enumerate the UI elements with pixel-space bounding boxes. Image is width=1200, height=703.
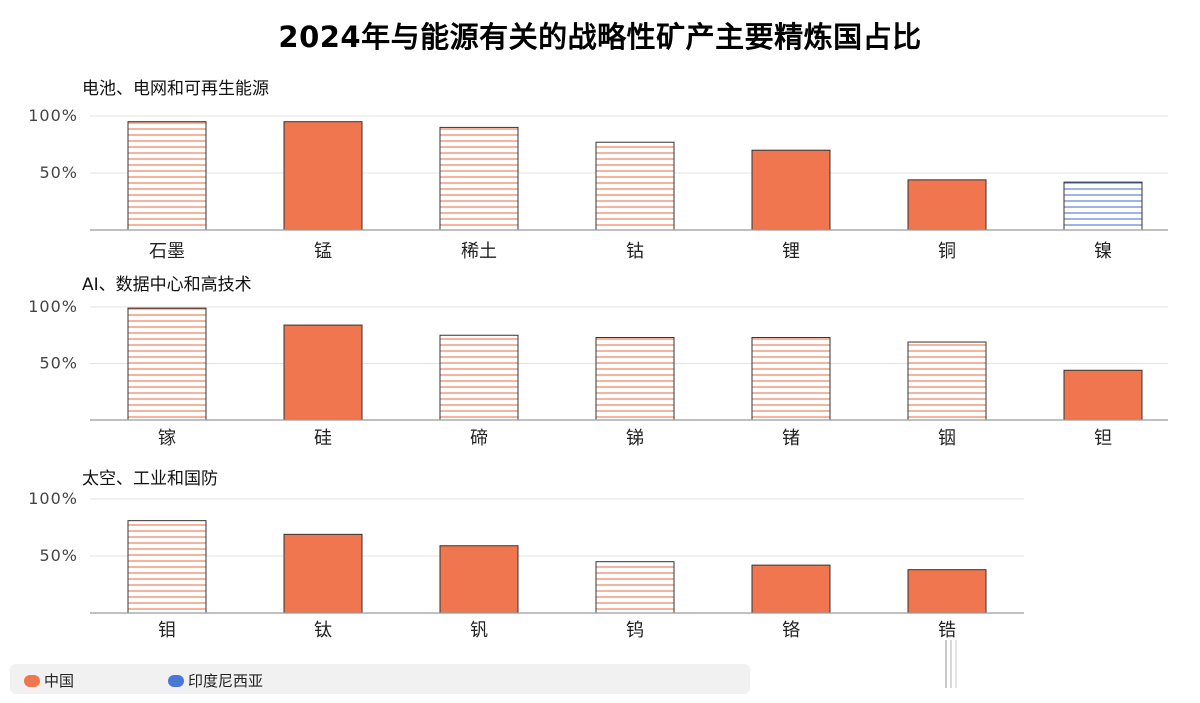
x-tick-label: 镍 <box>1094 241 1112 262</box>
bar <box>439 545 519 614</box>
bar <box>127 520 207 614</box>
bar <box>595 337 675 421</box>
y-tick-label: 100% <box>28 297 78 316</box>
bar <box>595 561 675 614</box>
x-tick-label: 稀土 <box>461 241 497 262</box>
bar <box>751 337 831 421</box>
y-tick-label: 100% <box>28 106 78 125</box>
bar <box>595 141 675 231</box>
y-tick-label: 50% <box>39 354 78 373</box>
x-tick-label: 钽 <box>1094 428 1112 449</box>
bar <box>907 341 987 421</box>
x-tick-label: 石墨 <box>149 241 185 262</box>
y-tick-label: 50% <box>39 163 78 182</box>
legend-label-indonesia: 印度尼西亚 <box>188 672 264 690</box>
legend-swatch-indonesia <box>168 674 184 687</box>
y-tick-label: 100% <box>28 489 78 508</box>
x-tick-label: 钛 <box>314 620 332 641</box>
x-tick-label: 铟 <box>938 428 956 449</box>
bar <box>283 533 363 614</box>
bar <box>907 569 987 614</box>
x-tick-label: 锗 <box>782 428 800 449</box>
bar <box>283 324 363 421</box>
panel-title: 电池、电网和可再生能源 <box>82 79 269 99</box>
corner-marker-icon <box>944 638 958 690</box>
x-tick-label: 锑 <box>626 428 644 449</box>
bar <box>1063 369 1143 421</box>
x-tick-label: 硅 <box>314 428 332 449</box>
x-tick-label: 钼 <box>158 620 176 641</box>
bar <box>751 564 831 614</box>
chart-panel-1: 电池、电网和可再生能源 50% 100% 石墨 锰 稀土 钴 锂 铜 镍 <box>28 79 1168 262</box>
bar <box>439 126 519 231</box>
x-tick-label: 铬 <box>782 620 800 641</box>
bar <box>751 149 831 231</box>
legend-label-china: 中国 <box>44 672 75 690</box>
legend-item-china: 中国 <box>24 670 74 691</box>
bar <box>1063 181 1143 231</box>
legend: 中国 印度尼西亚 <box>10 664 750 694</box>
y-tick-label: 50% <box>39 546 78 565</box>
bar <box>283 121 363 231</box>
x-tick-label: 锰 <box>314 241 332 262</box>
x-tick-label: 铜 <box>938 241 956 262</box>
panel-title: AI、数据中心和高技术 <box>82 275 252 295</box>
x-tick-label: 碲 <box>470 428 488 449</box>
bar <box>907 179 987 231</box>
chart-title: 2024年与能源有关的战略性矿产主要精炼国占比 <box>278 20 922 54</box>
chart-panel-3: 太空、工业和国防 50% 100% 钼 钛 钒 钨 铬 锆 <box>28 469 1024 641</box>
x-tick-label: 锂 <box>782 241 800 262</box>
x-tick-label: 镓 <box>158 428 176 449</box>
bar <box>439 334 519 421</box>
panel-title: 太空、工业和国防 <box>82 469 218 489</box>
x-tick-label: 钒 <box>470 620 488 641</box>
legend-item-indonesia: 印度尼西亚 <box>168 670 263 691</box>
bar <box>127 307 207 421</box>
x-tick-label: 锆 <box>938 620 956 641</box>
x-tick-label: 钨 <box>626 620 644 641</box>
x-tick-label: 钴 <box>626 241 644 262</box>
chart-panel-2: AI、数据中心和高技术 50% 100% 镓 硅 碲 锑 锗 铟 钽 <box>28 275 1168 449</box>
bar <box>127 121 207 231</box>
legend-swatch-china <box>24 674 40 687</box>
